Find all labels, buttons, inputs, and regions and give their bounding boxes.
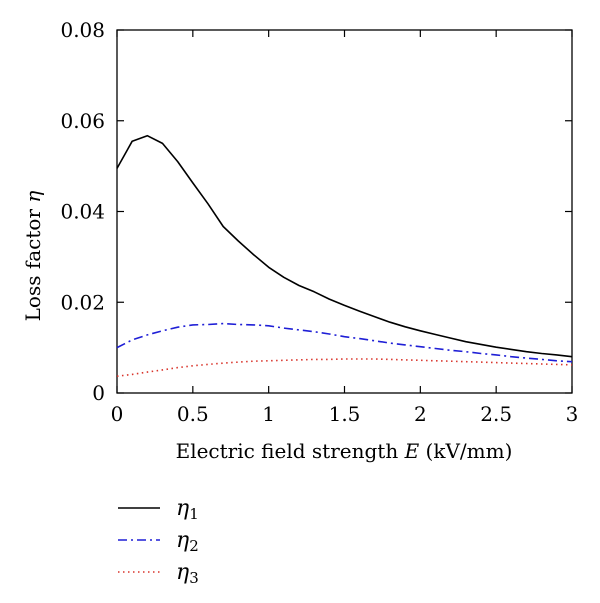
x-axis-label-suffix: (kV/mm) (419, 439, 512, 463)
series-line-η2 (116, 322, 573, 363)
legend-label-η2: η2 (176, 528, 199, 555)
plot-area-border (116, 29, 573, 394)
x-tick-label: 0 (111, 402, 124, 426)
legend-label-subscript: 3 (189, 569, 199, 587)
legend-label-subscript: 1 (189, 505, 199, 523)
plot-frame (116, 29, 573, 394)
x-axis-label: Electric field strength E (kV/mm) (176, 439, 513, 463)
legend-label-η1: η1 (176, 496, 199, 523)
x-tick-label: 0.5 (177, 402, 209, 426)
series-lines (116, 134, 573, 377)
x-axis-ticks: 0 0.5 1 1.5 2 2.5 3 (111, 30, 579, 426)
x-axis-label-var: E (404, 439, 420, 463)
legend-label-symbol: η (176, 528, 189, 553)
legend-label-symbol: η (176, 560, 189, 585)
y-axis-label: Loss factor η (21, 191, 45, 322)
y-axis-label-prefix: Loss factor (21, 203, 45, 322)
x-tick-label: 2 (414, 402, 427, 426)
x-tick-label: 2.5 (480, 402, 512, 426)
x-tick-label: 3 (566, 402, 579, 426)
y-axis-ticks: 0 0.02 0.04 0.06 0.08 (60, 18, 572, 405)
x-tick-label: 1.5 (329, 402, 361, 426)
series-line-η3 (116, 358, 573, 377)
legend-label-subscript: 2 (189, 537, 199, 555)
y-tick-label: 0.04 (60, 200, 105, 224)
x-axis-label-prefix: Electric field strength (176, 439, 405, 463)
y-axis-label-var: η (21, 191, 45, 203)
y-tick-label: 0.06 (60, 109, 105, 133)
y-tick-label: 0.08 (60, 18, 105, 42)
y-tick-label: 0 (92, 381, 105, 405)
y-tick-label: 0.02 (60, 290, 105, 314)
legend-label-symbol: η (176, 496, 189, 521)
series-line-η1 (116, 134, 573, 358)
x-tick-label: 1 (262, 402, 275, 426)
legend-label-η3: η3 (176, 560, 199, 587)
